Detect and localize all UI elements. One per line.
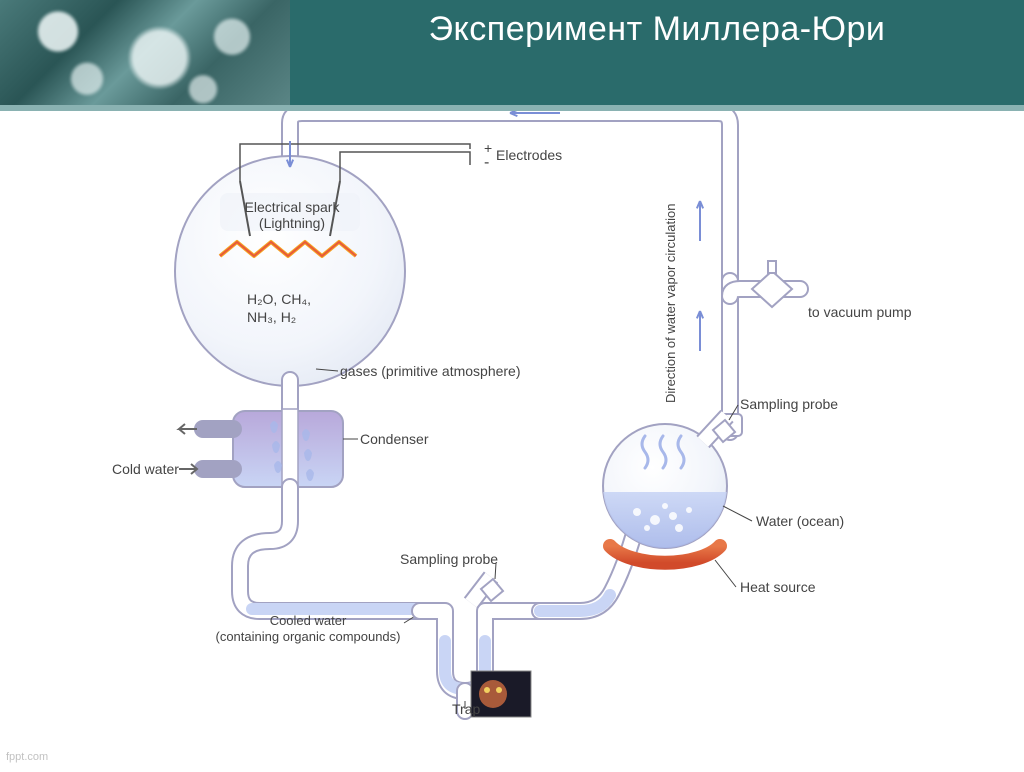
header-image: [0, 0, 290, 105]
label-gases-2: NH₃, H₂: [247, 309, 296, 325]
label-spark-1: Electrical spark: [242, 199, 342, 215]
watermark: fppt.com: [6, 751, 48, 763]
miller-urey-diagram: [0, 111, 1024, 767]
label-sampling-probe-left: Sampling probe: [400, 551, 498, 567]
label-cooled-1: Cooled water: [208, 613, 408, 628]
label-trap: Trap: [452, 701, 480, 717]
slide-header: Эксперимент Миллера-Юри: [0, 0, 1024, 105]
label-electrodes: Electrodes: [496, 147, 562, 163]
label-cooled-2: (containing organic compounds): [208, 629, 408, 644]
label-to-vacuum: to vacuum pump: [808, 304, 912, 320]
label-sampling-probe-right: Sampling probe: [740, 396, 838, 412]
label-spark-2: (Lightning): [242, 215, 342, 231]
label-direction: Direction of water vapor circulation: [663, 204, 678, 403]
label-gases-1: H₂O, CH₄,: [247, 291, 311, 307]
diagram-canvas: + - Electrodes Electrical spark (Lightni…: [0, 111, 1024, 767]
label-condenser: Condenser: [360, 431, 429, 447]
label-gases-caption: gases (primitive atmosphere): [340, 363, 521, 379]
label-water-ocean: Water (ocean): [756, 513, 844, 529]
label-heat-source: Heat source: [740, 579, 815, 595]
label-cold-water: Cold water: [112, 461, 179, 477]
label-electrodes-minus: -: [484, 159, 489, 167]
slide-title: Эксперимент Миллера-Юри: [310, 8, 1004, 51]
